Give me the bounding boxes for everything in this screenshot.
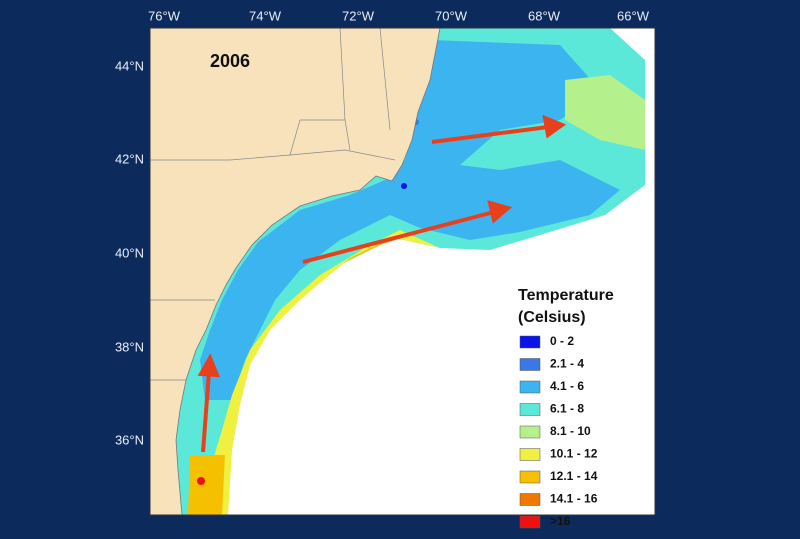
map-border xyxy=(149,27,656,516)
longitude-label: 68°W xyxy=(528,8,561,23)
arrow-head xyxy=(487,200,513,224)
legend-swatch xyxy=(519,515,541,529)
legend-swatch xyxy=(519,380,541,394)
legend-label: 12.1 - 14 xyxy=(550,469,598,483)
temp-12-14-zone xyxy=(188,232,420,515)
temp-4-6-zone xyxy=(200,40,620,400)
arrow xyxy=(302,210,495,264)
legend-label: 0 - 2 xyxy=(550,334,574,348)
legend-swatch xyxy=(519,358,541,371)
latitude-label: 44°N xyxy=(115,58,144,73)
legend-label: 10.1 - 12 xyxy=(550,447,598,461)
arrow-head xyxy=(542,114,567,139)
legend-label: 6.1 - 8 xyxy=(550,402,584,416)
legend-swatch xyxy=(519,403,541,416)
latitude-label: 38°N xyxy=(115,339,144,354)
latitude-label: 36°N xyxy=(115,432,144,447)
temp-4-6-zone xyxy=(176,28,645,515)
longitude-label: 70°W xyxy=(435,8,468,23)
legend-label: >16 xyxy=(550,514,571,528)
longitude-label: 72°W xyxy=(342,8,375,23)
arrow xyxy=(201,371,211,453)
legend-label: 8.1 - 10 xyxy=(550,424,591,438)
latitude-label: 40°N xyxy=(115,245,144,260)
longitude-label: 74°W xyxy=(249,8,282,23)
temp-10-14-zone xyxy=(205,230,440,515)
state-borders xyxy=(150,27,396,381)
arrow xyxy=(431,125,549,144)
cold-spot xyxy=(401,183,407,189)
land xyxy=(149,27,441,516)
legend-swatch xyxy=(519,448,541,461)
legend-label: 2.1 - 4 xyxy=(550,357,584,371)
warm-spot xyxy=(197,477,205,485)
legend-swatch xyxy=(519,425,541,439)
longitude-label: 66°W xyxy=(617,8,650,23)
longitude-label: 76°W xyxy=(148,8,181,23)
year-label: 2006 xyxy=(210,51,250,71)
legend-title: Temperature xyxy=(518,287,614,304)
legend-label: 4.1 - 6 xyxy=(550,379,584,393)
temp-8-10-zone xyxy=(565,75,645,150)
latitude-label: 42°N xyxy=(115,151,144,166)
legend-swatch xyxy=(519,493,541,506)
map-frame: 2006 Temperature (Celsius) xyxy=(149,27,656,516)
legend-title: (Celsius) xyxy=(518,309,586,326)
legend-label: 14.1 - 16 xyxy=(550,492,598,506)
legend-swatch xyxy=(519,335,541,349)
current-arrows xyxy=(197,114,567,453)
arrow-head xyxy=(197,353,221,378)
legend-swatch xyxy=(519,470,541,484)
